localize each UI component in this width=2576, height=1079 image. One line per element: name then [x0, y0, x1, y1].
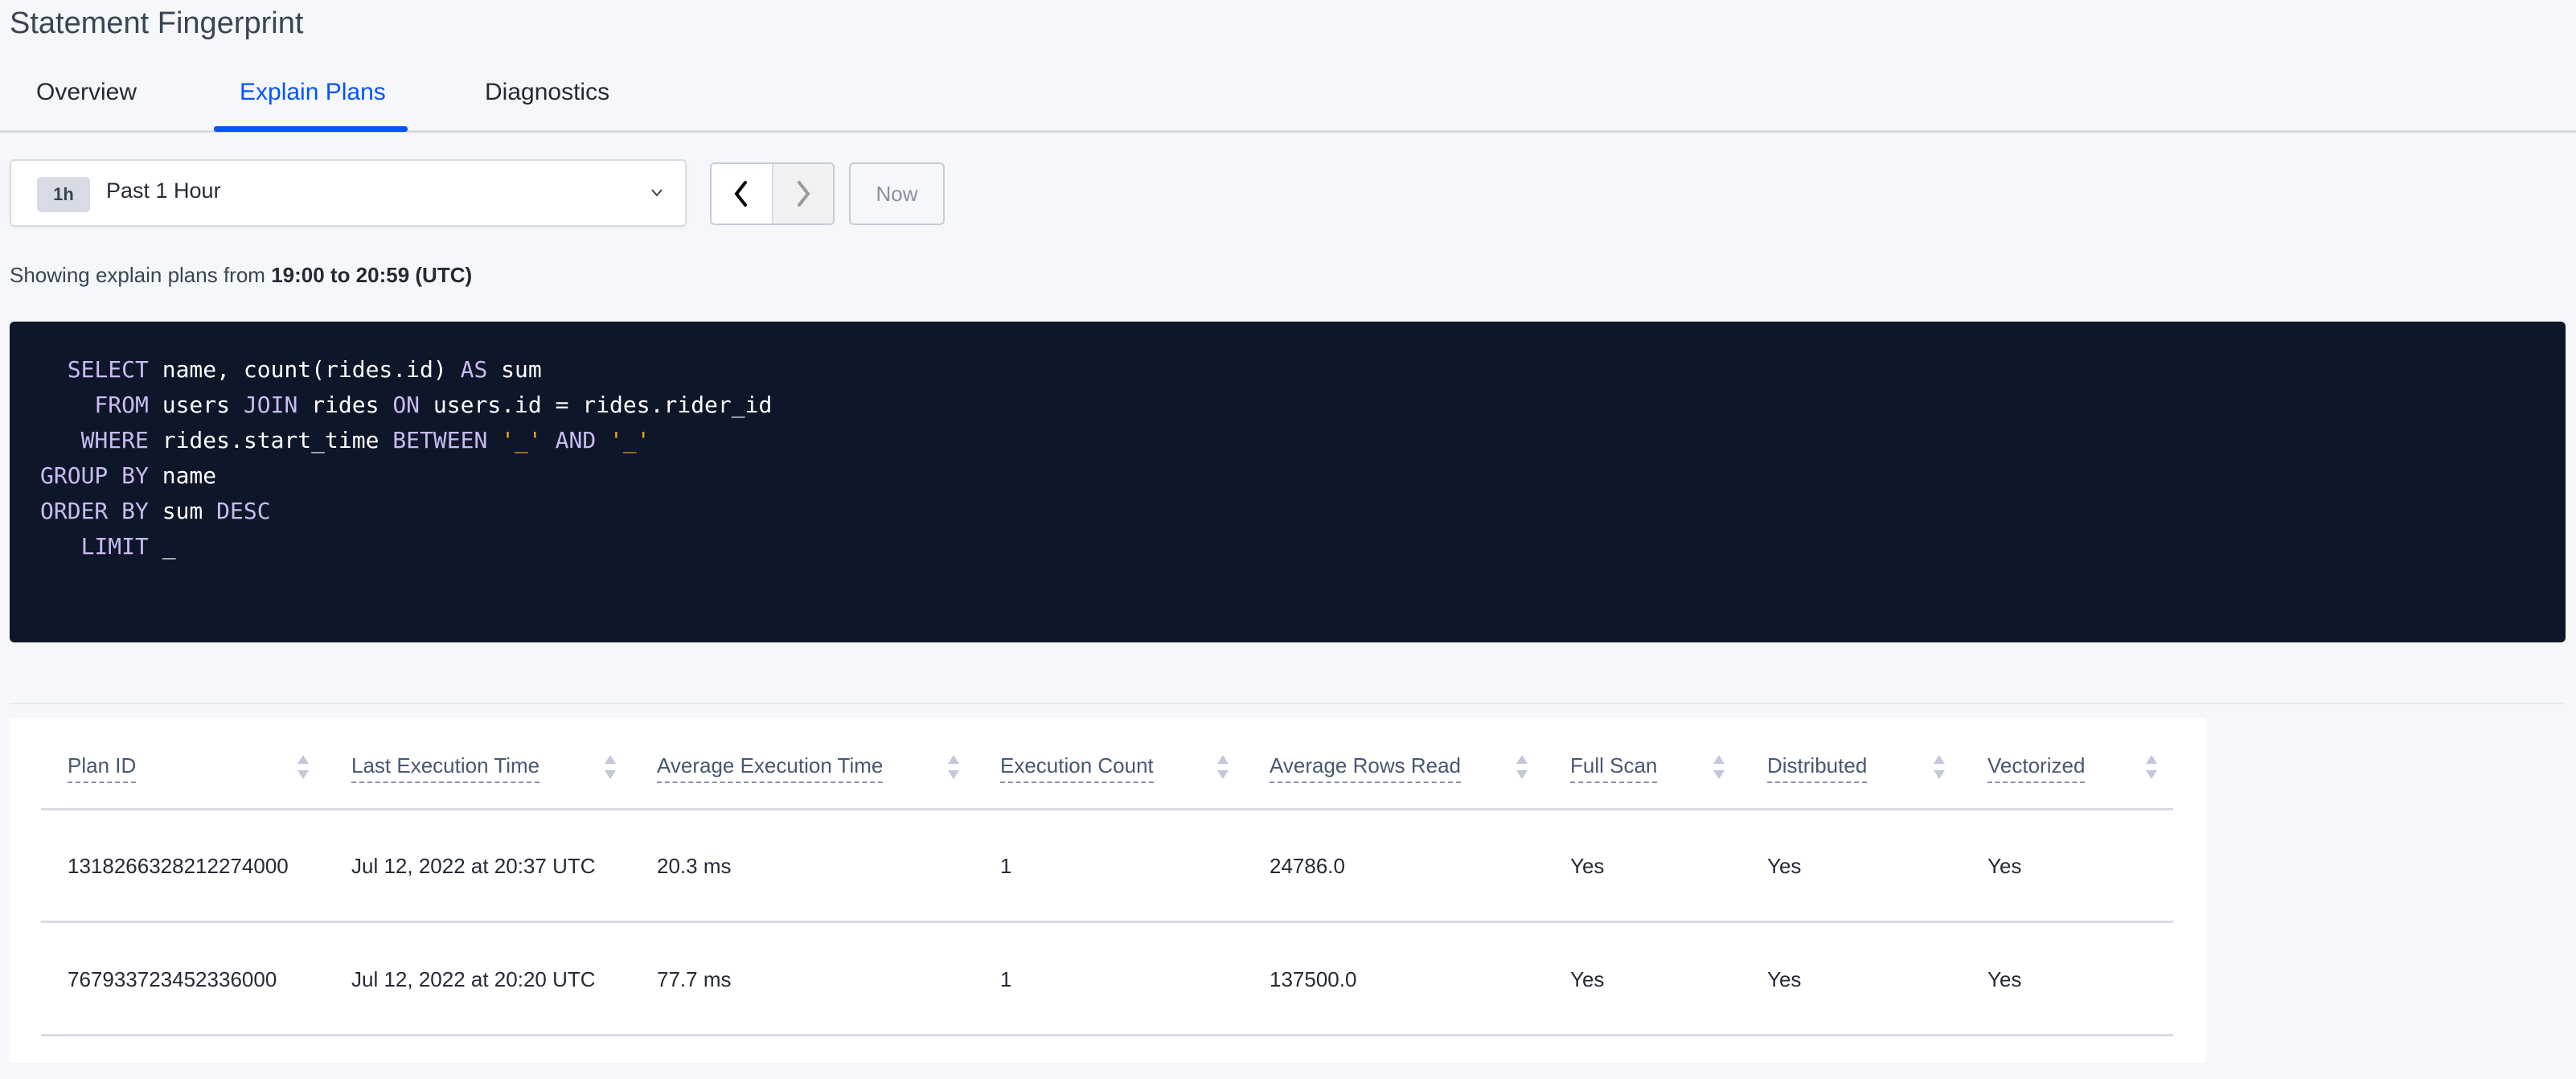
column-header-plan-id[interactable]: Plan ID — [68, 753, 137, 783]
column-header-last-execution-time[interactable]: Last Execution Time — [351, 753, 540, 783]
sql-text: users.id = rides.rider_id — [420, 392, 773, 418]
sql-keyword: GROUP BY — [40, 462, 149, 489]
cell-average-execution-time: 20.3 ms — [657, 854, 732, 878]
column-header-average-execution-time[interactable]: Average Execution Time — [657, 753, 884, 783]
sql-statement-block: SELECT name, count(rides.id) AS sum FROM… — [10, 322, 2566, 642]
cell-full-scan: Yes — [1570, 854, 1605, 878]
cell-vectorized: Yes — [1987, 967, 2022, 991]
section-divider — [10, 703, 2566, 704]
row-divider — [41, 1034, 2173, 1036]
row-divider — [41, 921, 2173, 923]
sql-text: _ — [148, 533, 176, 560]
sql-keyword: ORDER BY — [40, 498, 149, 524]
sql-text: sum — [487, 356, 542, 383]
sql-string: '_' — [609, 427, 650, 453]
sql-keyword: LIMIT — [40, 533, 149, 560]
sort-icon[interactable] — [946, 753, 961, 781]
previous-time-button[interactable] — [712, 164, 773, 224]
column-header-execution-count[interactable]: Execution Count — [1000, 753, 1154, 783]
tab-overview[interactable]: Overview — [36, 79, 137, 105]
sql-keyword: SELECT — [40, 356, 149, 383]
cell-execution-count: 1 — [1000, 967, 1012, 991]
sql-keyword: WHERE — [40, 427, 149, 453]
sql-string: '_' — [501, 427, 542, 453]
chevron-left-icon — [734, 181, 748, 207]
showing-range-text: Showing explain plans from 19:00 to 20:5… — [10, 263, 472, 288]
time-range-select[interactable]: 1h Past 1 Hour — [10, 159, 687, 227]
cell-vectorized: Yes — [1987, 854, 2022, 878]
time-range-badge: 1h — [37, 177, 90, 212]
cell-plan-id[interactable]: 767933723452336000 — [68, 967, 277, 991]
cell-average-rows-read: 137500.0 — [1270, 967, 1357, 991]
sql-text: sum — [148, 498, 217, 524]
tab-diagnostics[interactable]: Diagnostics — [485, 79, 610, 105]
sql-keyword: AS — [460, 356, 488, 383]
cell-average-rows-read: 24786.0 — [1270, 854, 1345, 878]
time-range-label: Past 1 Hour — [106, 178, 221, 203]
code-line: SELECT name, count(rides.id) AS sum — [40, 352, 772, 388]
cell-last-execution-time: Jul 12, 2022 at 20:20 UTC — [351, 967, 596, 991]
code-line: WHERE rides.start_time BETWEEN '_' AND '… — [40, 423, 772, 458]
sql-code: SELECT name, count(rides.id) AS sum FROM… — [40, 352, 772, 564]
chevron-right-icon — [797, 181, 810, 207]
page-title: Statement Fingerprint — [10, 6, 304, 40]
sql-text: rides.start_time — [148, 427, 393, 453]
code-line: FROM users JOIN rides ON users.id = ride… — [40, 388, 772, 423]
explain-plans-table: Plan ID Last Execution Time Average Execut… — [10, 718, 2206, 1063]
cell-distributed: Yes — [1767, 854, 1802, 878]
showing-prefix: Showing explain plans from — [10, 263, 272, 287]
tab-bar-border — [0, 130, 2576, 133]
sql-text — [596, 427, 609, 453]
next-time-button[interactable] — [773, 164, 833, 224]
sql-text: name — [148, 462, 217, 489]
sort-icon[interactable] — [603, 753, 617, 781]
sql-keyword: AND — [555, 427, 597, 453]
chevron-down-icon — [650, 177, 664, 215]
sort-icon[interactable] — [1515, 753, 1529, 781]
sql-text — [542, 427, 556, 453]
showing-range: 19:00 to 20:59 (UTC) — [271, 263, 473, 287]
cell-execution-count: 1 — [1000, 854, 1012, 878]
code-line: LIMIT _ — [40, 529, 772, 564]
active-tab-indicator — [214, 126, 408, 132]
sql-keyword: DESC — [216, 498, 271, 524]
sql-text: rides — [297, 392, 393, 418]
sort-icon[interactable] — [1712, 753, 1726, 781]
tab-explain-plans[interactable]: Explain Plans — [240, 79, 386, 105]
column-header-vectorized[interactable]: Vectorized — [1987, 753, 2086, 783]
sql-text: users — [148, 392, 244, 418]
sort-icon[interactable] — [2144, 753, 2159, 781]
sort-icon[interactable] — [296, 753, 310, 781]
sql-keyword: FROM — [40, 392, 149, 418]
cell-last-execution-time: Jul 12, 2022 at 20:37 UTC — [351, 854, 596, 878]
time-navigation — [710, 162, 835, 225]
cell-distributed: Yes — [1767, 967, 1802, 991]
row-divider — [41, 808, 2173, 810]
column-header-full-scan[interactable]: Full Scan — [1570, 753, 1658, 783]
code-line: ORDER BY sum DESC — [40, 494, 772, 529]
cell-plan-id[interactable]: 1318266328212274000 — [68, 854, 289, 878]
now-button[interactable]: Now — [849, 162, 945, 225]
sql-text — [487, 427, 501, 453]
column-header-distributed[interactable]: Distributed — [1767, 753, 1868, 783]
sql-keyword: ON — [392, 392, 420, 418]
cell-full-scan: Yes — [1570, 967, 1605, 991]
sql-keyword: JOIN — [243, 392, 298, 418]
sql-keyword: BETWEEN — [392, 427, 488, 453]
cell-average-execution-time: 77.7 ms — [657, 967, 732, 991]
column-header-average-rows-read[interactable]: Average Rows Read — [1270, 753, 1461, 783]
sort-icon[interactable] — [1932, 753, 1946, 781]
sort-icon[interactable] — [1216, 753, 1230, 781]
sql-text: name, count(rides.id) — [148, 356, 461, 383]
code-line: GROUP BY name — [40, 458, 772, 494]
